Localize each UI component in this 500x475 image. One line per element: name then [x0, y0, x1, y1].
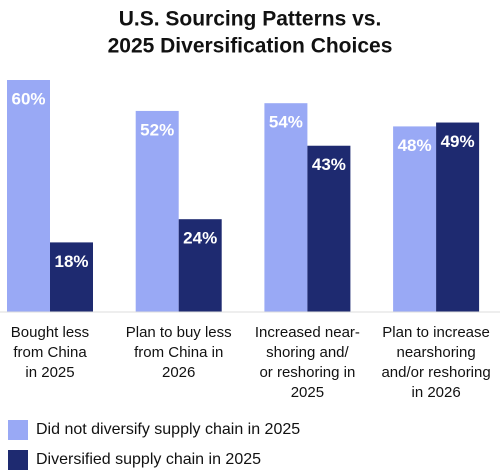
legend-swatch	[8, 420, 28, 440]
bar	[50, 242, 93, 312]
bar	[135, 110, 179, 312]
x-tick-label: Bought less	[11, 324, 89, 341]
x-tick-label: in 2026	[411, 384, 460, 401]
bar	[307, 145, 351, 312]
x-tick-label: and/or reshoring	[381, 364, 490, 381]
x-tick-label: from China in	[134, 344, 223, 361]
value-label: 60%	[11, 89, 45, 108]
bar	[7, 80, 50, 312]
bar	[436, 122, 480, 313]
x-tick-label: Increased near-	[255, 324, 360, 341]
bar	[264, 103, 308, 312]
value-label: 43%	[312, 155, 346, 174]
bar	[178, 219, 222, 312]
bar	[393, 126, 437, 313]
legend-swatch	[8, 450, 28, 470]
value-label: 52%	[140, 120, 174, 139]
value-label: 54%	[269, 113, 303, 132]
x-tick-label: shoring and/	[266, 344, 349, 361]
value-label: 18%	[54, 252, 88, 271]
x-tick-label: 2026	[162, 364, 195, 381]
x-tick-label: in 2025	[25, 364, 74, 381]
x-tick-label: Plan to buy less	[126, 324, 232, 341]
value-label: 48%	[398, 136, 432, 155]
x-tick-label: or reshoring in	[259, 364, 355, 381]
x-tick-label: Plan to increase	[382, 324, 490, 341]
legend-label: Diversified supply chain in 2025	[36, 451, 261, 468]
chart-title: U.S. Sourcing Patterns vs.	[119, 8, 382, 31]
value-label: 24%	[183, 229, 217, 248]
x-tick-label: 2025	[291, 384, 324, 401]
legend-label: Did not diversify supply chain in 2025	[36, 421, 300, 438]
x-tick-label: nearshoring	[396, 344, 475, 361]
x-tick-label: from China	[13, 344, 87, 361]
value-label: 49%	[441, 132, 475, 151]
chart-title: 2025 Diversification Choices	[108, 35, 393, 58]
